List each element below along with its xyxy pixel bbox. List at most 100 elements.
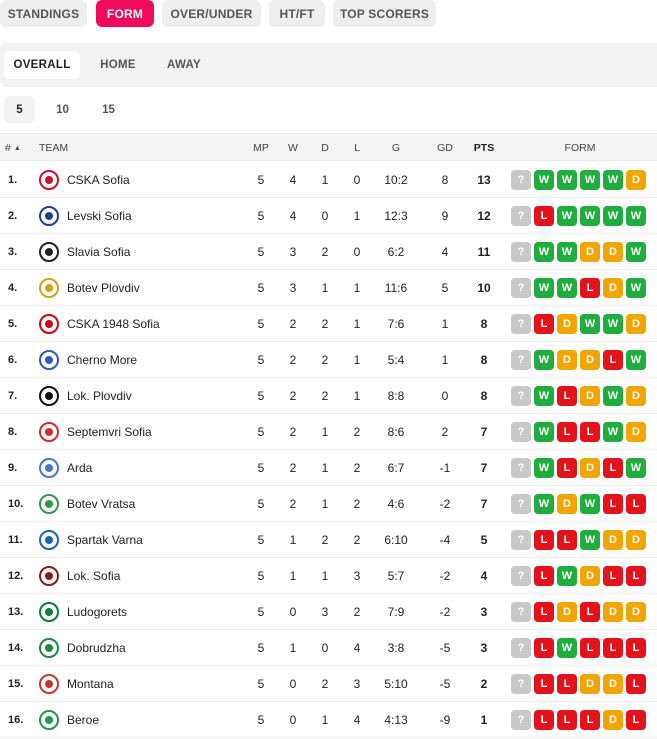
team-header[interactable]: TEAM: [39, 142, 69, 154]
team-name[interactable]: CSKA 1948 Sofia: [67, 317, 160, 331]
team-name[interactable]: Lok. Sofia: [67, 569, 121, 583]
form-result-badge[interactable]: D: [603, 602, 623, 622]
form-result-badge[interactable]: D: [626, 422, 646, 442]
w-header[interactable]: W: [288, 142, 298, 154]
form-result-badge[interactable]: W: [557, 566, 577, 586]
form-result-badge[interactable]: L: [580, 638, 600, 658]
table-row[interactable]: 7. Lok. Plovdiv 5 2 2 1 8:8 0 8? W L D W D: [0, 378, 657, 414]
form-next-match-badge[interactable]: ?: [511, 386, 531, 406]
form-result-badge[interactable]: W: [626, 278, 646, 298]
form-result-badge[interactable]: W: [626, 458, 646, 478]
form-next-match-badge[interactable]: ?: [511, 170, 531, 190]
table-row[interactable]: 11. Spartak Varna 5 1 2 2 6:10 -4 5? L L W D D: [0, 522, 657, 558]
form-result-badge[interactable]: W: [580, 314, 600, 334]
form-result-badge[interactable]: W: [603, 206, 623, 226]
form-result-badge[interactable]: D: [626, 386, 646, 406]
tab-standings[interactable]: STANDINGS: [0, 0, 87, 27]
form-result-badge[interactable]: D: [580, 674, 600, 694]
form-result-badge[interactable]: D: [603, 530, 623, 550]
team-name[interactable]: Septemvri Sofia: [67, 425, 152, 439]
table-row[interactable]: 9. Arda 5 2 1 2 6:7 -1 7? W L D L W: [0, 450, 657, 486]
form-result-badge[interactable]: D: [603, 674, 623, 694]
form-result-badge[interactable]: L: [603, 494, 623, 514]
team-name[interactable]: Botev Plovdiv: [67, 281, 140, 295]
team-name[interactable]: Levski Sofia: [67, 209, 132, 223]
team-name[interactable]: Botev Vratsa: [67, 497, 136, 511]
tab-overall[interactable]: OVERALL: [4, 51, 80, 79]
form-result-badge[interactable]: W: [534, 242, 554, 262]
form-result-badge[interactable]: L: [626, 710, 646, 730]
table-row[interactable]: 1. CSKA Sofia 5 4 1 0 10:2 8 13? W W W W D: [0, 162, 657, 198]
form-result-badge[interactable]: L: [557, 674, 577, 694]
form-result-badge[interactable]: W: [557, 206, 577, 226]
form-next-match-badge[interactable]: ?: [511, 674, 531, 694]
form-next-match-badge[interactable]: ?: [511, 494, 531, 514]
tab-last-15[interactable]: 15: [102, 103, 115, 116]
tab-top-scorers[interactable]: TOP SCORERS: [333, 0, 436, 27]
form-result-badge[interactable]: L: [626, 638, 646, 658]
form-result-badge[interactable]: L: [626, 566, 646, 586]
form-result-badge[interactable]: W: [626, 206, 646, 226]
table-row[interactable]: 4. Botev Plovdiv 5 3 1 1 11:6 5 10? W W L D W: [0, 270, 657, 306]
form-result-badge[interactable]: L: [557, 386, 577, 406]
team-name[interactable]: Spartak Varna: [67, 533, 143, 547]
gd-header[interactable]: GD: [437, 142, 453, 154]
table-row[interactable]: 12. Lok. Sofia 5 1 1 3 5:7 -2 4? L W D L L: [0, 558, 657, 594]
mp-header[interactable]: MP: [253, 142, 269, 154]
form-result-badge[interactable]: W: [534, 278, 554, 298]
form-next-match-badge[interactable]: ?: [511, 422, 531, 442]
form-result-badge[interactable]: D: [626, 530, 646, 550]
table-row[interactable]: 14. Dobrudzha 5 1 0 4 3:8 -5 3? L W L L L: [0, 630, 657, 666]
form-result-badge[interactable]: L: [580, 710, 600, 730]
form-result-badge[interactable]: W: [580, 170, 600, 190]
form-result-badge[interactable]: L: [557, 530, 577, 550]
form-result-badge[interactable]: D: [603, 710, 623, 730]
form-result-badge[interactable]: W: [534, 458, 554, 478]
form-next-match-badge[interactable]: ?: [511, 602, 531, 622]
tab-over-under[interactable]: OVER/UNDER: [162, 0, 261, 27]
form-result-badge[interactable]: D: [557, 350, 577, 370]
team-name[interactable]: Ludogorets: [67, 605, 128, 619]
form-result-badge[interactable]: L: [603, 458, 623, 478]
table-row[interactable]: 15. Montana 5 0 2 3 5:10 -5 2? L L D D L: [0, 666, 657, 702]
form-result-badge[interactable]: L: [534, 602, 554, 622]
form-result-badge[interactable]: W: [603, 170, 623, 190]
form-result-badge[interactable]: L: [557, 710, 577, 730]
form-result-badge[interactable]: W: [557, 638, 577, 658]
form-result-badge[interactable]: W: [534, 170, 554, 190]
form-result-badge[interactable]: L: [557, 458, 577, 478]
form-result-badge[interactable]: L: [580, 602, 600, 622]
form-result-badge[interactable]: L: [534, 674, 554, 694]
form-result-badge[interactable]: L: [534, 530, 554, 550]
form-result-badge[interactable]: D: [557, 602, 577, 622]
form-result-badge[interactable]: D: [603, 242, 623, 262]
form-next-match-badge[interactable]: ?: [511, 242, 531, 262]
team-name[interactable]: CSKA Sofia: [67, 173, 130, 187]
form-next-match-badge[interactable]: ?: [511, 458, 531, 478]
team-name[interactable]: Slavia Sofia: [67, 245, 131, 259]
form-result-badge[interactable]: L: [626, 674, 646, 694]
form-result-badge[interactable]: W: [580, 206, 600, 226]
form-result-badge[interactable]: W: [626, 350, 646, 370]
table-row[interactable]: 13. Ludogorets 5 0 3 2 7:9 -2 3? L D L D D: [0, 594, 657, 630]
g-header[interactable]: G: [391, 142, 401, 154]
form-result-badge[interactable]: D: [626, 314, 646, 334]
form-result-badge[interactable]: L: [534, 566, 554, 586]
form-result-badge[interactable]: W: [603, 422, 623, 442]
form-result-badge[interactable]: W: [603, 386, 623, 406]
table-row[interactable]: 5. CSKA 1948 Sofia 5 2 2 1 7:6 1 8? L D W W D: [0, 306, 657, 342]
form-result-badge[interactable]: W: [534, 494, 554, 514]
form-result-badge[interactable]: D: [626, 170, 646, 190]
form-result-badge[interactable]: L: [603, 638, 623, 658]
form-result-badge[interactable]: L: [534, 638, 554, 658]
tab-ht-ft[interactable]: HT/FT: [269, 0, 325, 27]
form-result-badge[interactable]: D: [580, 386, 600, 406]
form-result-badge[interactable]: W: [534, 422, 554, 442]
form-result-badge[interactable]: W: [534, 386, 554, 406]
form-result-badge[interactable]: D: [580, 242, 600, 262]
form-result-badge[interactable]: W: [557, 278, 577, 298]
tab-home[interactable]: HOME: [100, 59, 136, 71]
d-header[interactable]: D: [321, 142, 329, 154]
team-name[interactable]: Arda: [67, 461, 93, 475]
form-result-badge[interactable]: W: [580, 494, 600, 514]
